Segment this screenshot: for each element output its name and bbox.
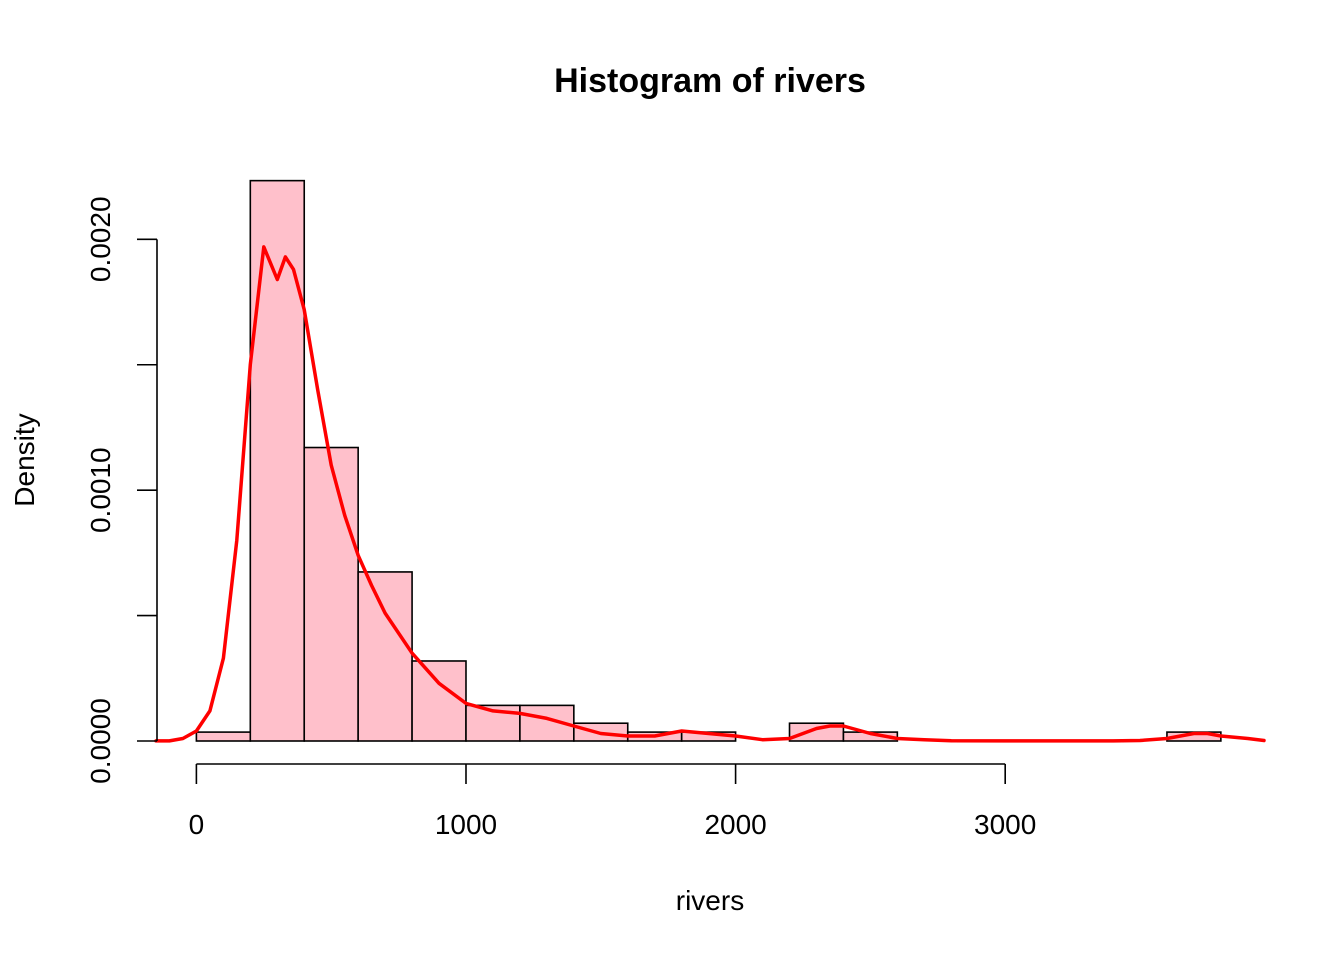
density-curve xyxy=(154,245,1266,743)
x-tick-label: 2000 xyxy=(704,809,766,840)
y-tick-label: 0.0010 xyxy=(85,447,116,533)
histogram-bar xyxy=(357,571,413,742)
histogram-bar xyxy=(411,660,467,742)
x-tick-label: 3000 xyxy=(974,809,1036,840)
chart-title: Histogram of rivers xyxy=(554,62,866,100)
x-tick-label: 0 xyxy=(189,809,205,840)
x-tick-label: 1000 xyxy=(435,809,497,840)
x-axis: 0 1000 2000 3000 xyxy=(189,763,1036,840)
y-axis-label: Density xyxy=(9,413,40,506)
y-axis: 0.0000 0.0010 0.0020 xyxy=(85,196,158,784)
histogram-bar xyxy=(195,731,252,742)
x-axis-label: rivers xyxy=(676,885,744,916)
histogram-bars xyxy=(195,179,1222,742)
histogram-bar xyxy=(303,446,359,742)
histogram-bar xyxy=(249,179,306,742)
y-tick-label: 0.0000 xyxy=(85,698,116,784)
y-tick-label: 0.0020 xyxy=(85,196,116,282)
